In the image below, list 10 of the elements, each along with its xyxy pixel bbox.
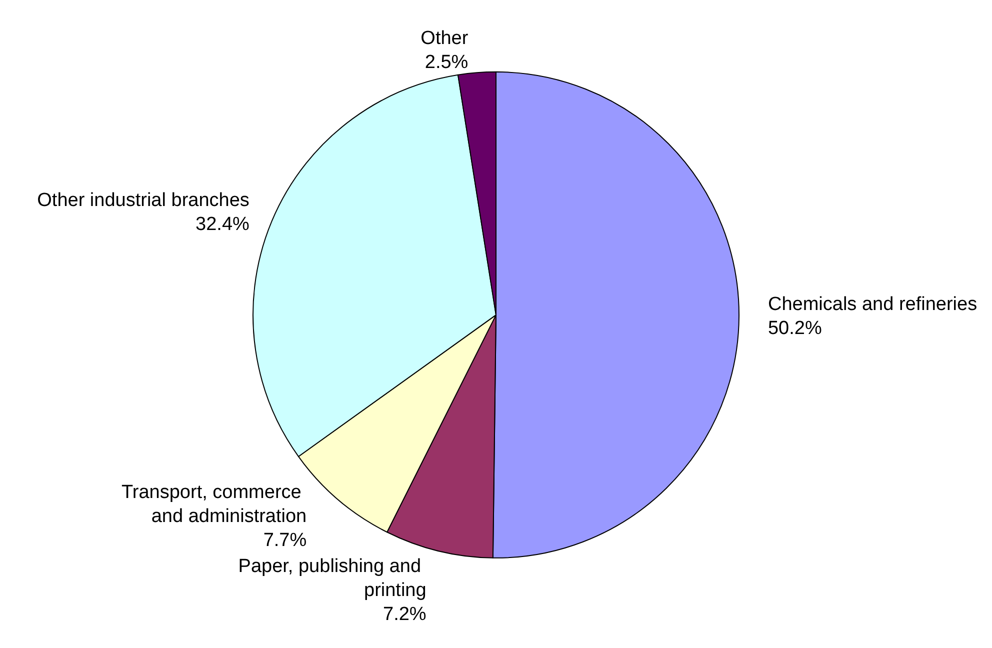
slice-label: Chemicals and refineries — [768, 294, 978, 316]
data-label: 7.2% — [383, 604, 426, 625]
slice-label: Other industrial branches — [37, 190, 250, 212]
data-label: 50.2% — [768, 318, 822, 340]
slice-label: Paper, publishing and printing — [238, 556, 426, 601]
data-label: 32.4% — [196, 214, 250, 236]
slice-label: Transport, commerce and administration — [122, 482, 307, 527]
slice-label: Other — [420, 28, 469, 50]
data-label: 7.7% — [263, 530, 307, 551]
data-label: 2.5% — [424, 52, 468, 74]
